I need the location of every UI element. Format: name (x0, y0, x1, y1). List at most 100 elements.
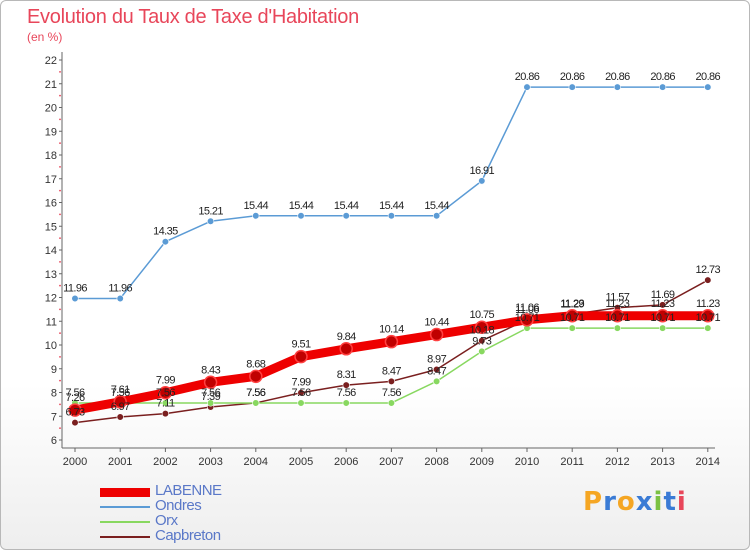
y-minor-tick (59, 94, 61, 97)
data-point-labenne (158, 385, 173, 400)
y-tick-label: 14 (45, 245, 57, 257)
data-label-capbreton: 10.18 (470, 325, 495, 337)
data-point-ondres (297, 212, 305, 220)
x-tick-label: 2004 (244, 456, 268, 468)
data-label-orx: 7.56 (65, 387, 84, 399)
data-label-orx: 10.71 (515, 312, 540, 324)
y-tick-label: 11 (46, 316, 57, 328)
logo-letter: x (635, 487, 654, 517)
data-point-ondres (523, 83, 531, 91)
data-point-orx (297, 399, 305, 407)
data-label-orx: 7.56 (156, 387, 175, 399)
legend-swatch-labenne (100, 488, 150, 497)
y-tick-label: 10 (45, 340, 57, 352)
data-point-capbreton (658, 301, 667, 309)
logo-letter: i (653, 487, 664, 517)
data-point-labenne (655, 309, 670, 323)
data-label-labenne: 10.14 (379, 324, 404, 336)
y-tick-label: 7 (51, 411, 57, 423)
data-label-orx: 8.47 (427, 365, 446, 377)
data-point-ondres (116, 294, 124, 303)
x-tick-label: 2009 (470, 456, 494, 468)
data-label-orx: 7.56 (382, 387, 401, 399)
proxiti-logo: Proxiti (583, 487, 687, 517)
logo-letter: t (663, 487, 677, 517)
y-tick-label: 15 (45, 221, 57, 233)
data-label-labenne: 11.23 (606, 298, 630, 310)
data-point-ondres (613, 83, 622, 91)
series-layer (68, 83, 715, 427)
data-label-ondres: 20.86 (560, 71, 585, 83)
logo-letter: o (616, 487, 636, 517)
data-label-labenne: 8.68 (246, 358, 265, 370)
y-minor-tick (59, 379, 61, 382)
x-tick-label: 2000 (63, 456, 87, 468)
y-minor-tick (59, 70, 61, 73)
data-label-capbreton: 7.39 (201, 391, 220, 403)
data-label-ondres: 15.44 (334, 200, 359, 212)
data-label-ondres: 20.86 (650, 71, 675, 83)
chart-title: Evolution du Taux de Taxe d'Habitation (27, 6, 359, 28)
y-tick-label: 12 (45, 293, 57, 305)
y-tick-label: 16 (45, 198, 57, 210)
y-minor-tick (59, 142, 61, 145)
y-tick-label: 17 (45, 174, 57, 186)
data-point-capbreton (161, 410, 169, 418)
legend-label-capbreton: Capbreton (155, 527, 221, 544)
y-tick-label: 8 (51, 388, 57, 400)
data-point-orx (613, 324, 622, 332)
y-minor-tick (59, 332, 61, 335)
data-label-capbreton: 7.11 (156, 398, 175, 410)
data-label-capbreton: 8.97 (427, 353, 446, 365)
data-label-ondres: 20.86 (696, 71, 721, 83)
data-label-labenne: 11.06 (515, 302, 539, 314)
data-point-orx (252, 399, 260, 407)
data-point-labenne (249, 369, 263, 384)
data-label-labenne: 11.23 (560, 298, 584, 310)
data-point-orx (704, 324, 712, 332)
data-label-capbreton: 11.57 (606, 292, 630, 304)
y-minor-tick (59, 237, 61, 240)
legend-swatch-ondres (100, 506, 150, 508)
legend-swatch-orx (100, 521, 150, 523)
data-point-orx (658, 324, 667, 332)
y-tick-label: 21 (45, 79, 57, 91)
x-tick-label: 2012 (605, 456, 629, 468)
data-point-orx (478, 347, 486, 356)
x-tick-label: 2011 (560, 456, 584, 468)
y-minor-tick (59, 165, 61, 168)
x-tick-label: 2003 (198, 456, 222, 468)
data-label-labenne: 8.43 (201, 364, 220, 376)
data-label-ondres: 16.91 (470, 165, 495, 177)
y-tick-label: 6 (51, 435, 57, 447)
data-point-capbreton (478, 337, 486, 345)
data-label-capbreton: 6.73 (65, 407, 84, 419)
data-label-labenne: 9.51 (291, 339, 310, 351)
data-label-labenne: 11.23 (696, 298, 720, 310)
data-label-labenne: 11.23 (651, 298, 675, 310)
data-point-ondres (342, 212, 350, 220)
data-label-ondres: 15.21 (198, 205, 223, 217)
data-point-labenne (701, 309, 715, 323)
series-line-ondres (74, 86, 709, 300)
data-label-orx: 10.71 (650, 312, 675, 324)
x-tick-label: 2006 (334, 456, 358, 468)
data-point-ondres (478, 177, 486, 185)
y-tick-label: 13 (45, 269, 57, 281)
x-tick-label: 2001 (108, 456, 132, 468)
logo-letter: r (603, 487, 617, 517)
data-point-ondres (252, 212, 260, 220)
data-label-capbreton: 11.69 (651, 289, 675, 301)
y-minor-tick (59, 213, 61, 216)
data-label-orx: 7.56 (246, 387, 265, 399)
data-point-labenne (610, 309, 625, 323)
legend-label-labenne: LABENNE (155, 482, 222, 499)
data-label-orx: 7.56 (201, 387, 220, 399)
logo-letter: i (676, 487, 687, 517)
data-point-labenne (113, 395, 127, 409)
y-minor-tick (59, 403, 61, 406)
y-minor-tick (59, 118, 61, 121)
axes: 6 7 8 9 10 11 12 13 14 15 16 17 18 19 20 21 22 2000 2001 20… (45, 52, 720, 468)
